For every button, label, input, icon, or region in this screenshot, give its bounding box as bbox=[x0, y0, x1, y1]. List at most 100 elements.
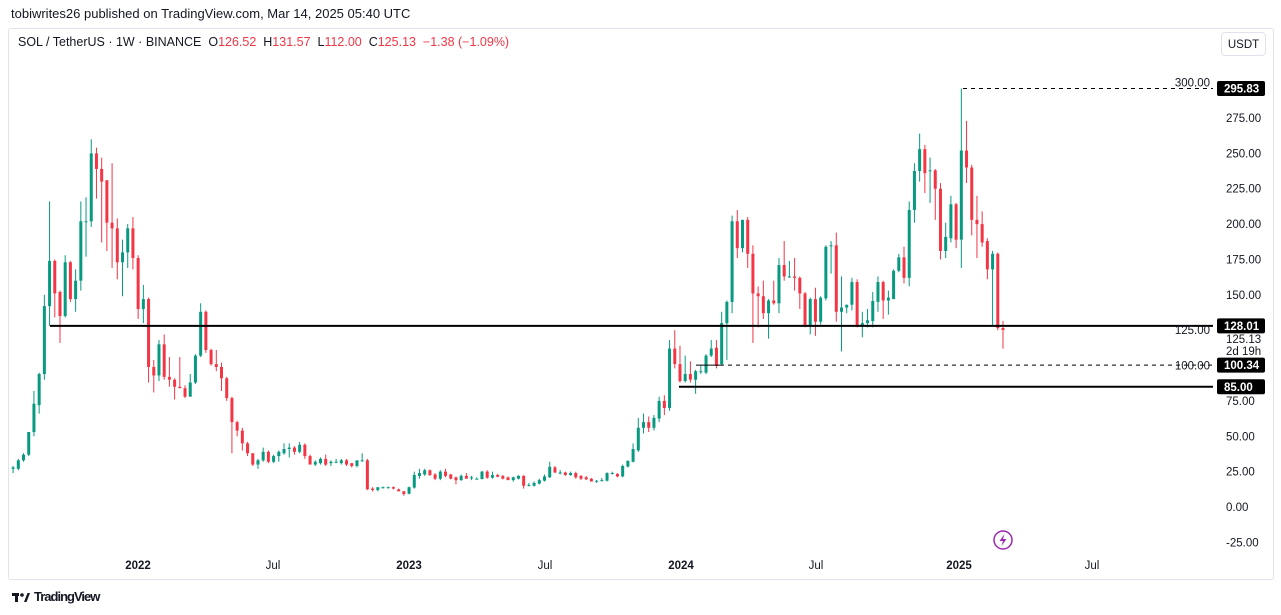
candle bbox=[32, 391, 36, 437]
candle-body bbox=[256, 460, 260, 465]
lightning-icon[interactable] bbox=[993, 530, 1013, 550]
candle bbox=[850, 277, 854, 311]
candle bbox=[704, 354, 708, 375]
y-tick-label: 225.00 bbox=[1226, 184, 1261, 196]
candle-body bbox=[407, 487, 411, 494]
candle bbox=[11, 465, 15, 474]
candle bbox=[897, 253, 901, 273]
candle bbox=[584, 475, 588, 481]
candle bbox=[412, 471, 416, 489]
candle bbox=[683, 355, 687, 383]
candle bbox=[433, 473, 437, 481]
candle bbox=[975, 195, 979, 259]
candle bbox=[173, 378, 177, 400]
candle bbox=[959, 88, 963, 268]
candle-body bbox=[334, 461, 338, 463]
candle-body bbox=[173, 379, 177, 387]
candle bbox=[428, 469, 432, 476]
candle bbox=[303, 443, 307, 459]
candle bbox=[949, 195, 953, 243]
candle-body bbox=[428, 470, 432, 476]
candle-body bbox=[115, 228, 119, 263]
currency-button[interactable]: USDT bbox=[1221, 32, 1266, 56]
candle-body bbox=[433, 474, 437, 479]
candle bbox=[980, 211, 984, 247]
candle-body bbox=[694, 371, 698, 380]
x-tick-label: Jul bbox=[266, 560, 281, 572]
candle bbox=[157, 340, 161, 382]
candle bbox=[188, 374, 192, 397]
candle-body bbox=[68, 262, 72, 300]
candle-body bbox=[339, 460, 343, 464]
candle-body bbox=[871, 301, 875, 321]
candle bbox=[746, 217, 750, 268]
candle bbox=[761, 280, 765, 319]
candle-body bbox=[761, 296, 765, 314]
candle-body bbox=[949, 204, 953, 239]
candle bbox=[938, 183, 942, 260]
candle-body bbox=[673, 348, 677, 365]
candle bbox=[183, 385, 187, 399]
candle-body bbox=[199, 311, 203, 356]
candle bbox=[928, 157, 932, 203]
candle bbox=[777, 258, 781, 314]
countdown-label: 2d 19h bbox=[1226, 346, 1261, 358]
candle bbox=[845, 304, 849, 314]
candle bbox=[725, 300, 729, 360]
candle-body bbox=[381, 487, 385, 489]
candle-body bbox=[402, 491, 406, 494]
candle-body bbox=[662, 400, 666, 408]
candle bbox=[558, 470, 562, 475]
candle bbox=[266, 450, 270, 464]
symbol-name[interactable]: SOL / TetherUS · 1W · BINANCE bbox=[18, 35, 202, 49]
candle bbox=[595, 480, 599, 483]
candle-body bbox=[610, 473, 614, 475]
candle-body bbox=[480, 471, 484, 479]
candle bbox=[819, 296, 823, 325]
candle-body bbox=[548, 466, 552, 478]
candle-body bbox=[688, 374, 692, 380]
candle-body bbox=[881, 282, 885, 301]
candle bbox=[251, 453, 255, 466]
candle-body bbox=[391, 487, 395, 489]
candle-body bbox=[584, 477, 588, 480]
candle bbox=[147, 297, 151, 383]
candle-body bbox=[714, 347, 718, 366]
candle-body bbox=[449, 474, 453, 479]
candle-body bbox=[251, 453, 255, 465]
chart-panel[interactable] bbox=[8, 28, 1274, 580]
candle bbox=[386, 486, 390, 489]
x-tick-label: 2024 bbox=[668, 560, 694, 572]
candle bbox=[220, 362, 223, 392]
candle bbox=[63, 255, 67, 318]
candle-body bbox=[923, 149, 927, 174]
candle-body bbox=[204, 311, 208, 350]
brand-name[interactable]: TradingView bbox=[34, 589, 100, 604]
candle bbox=[501, 475, 505, 480]
x-tick-label: Jul bbox=[538, 560, 553, 572]
candle bbox=[225, 376, 229, 401]
candle-body bbox=[417, 473, 421, 476]
candle-body bbox=[631, 449, 635, 462]
candle bbox=[240, 427, 244, 451]
candle-body bbox=[918, 149, 922, 172]
candle bbox=[230, 396, 234, 454]
candle-body bbox=[397, 489, 401, 492]
candle bbox=[334, 458, 338, 464]
candle-body bbox=[345, 460, 349, 465]
candle-body bbox=[220, 366, 223, 379]
candle-body bbox=[777, 265, 781, 304]
candle bbox=[767, 299, 771, 339]
candle-body bbox=[136, 258, 140, 309]
candle bbox=[600, 478, 604, 482]
candle-body bbox=[996, 253, 1000, 329]
candle bbox=[22, 453, 26, 462]
candle bbox=[339, 458, 343, 465]
candle-body bbox=[720, 323, 724, 365]
candle bbox=[100, 157, 104, 243]
candle bbox=[42, 294, 46, 380]
candle-body bbox=[813, 299, 817, 322]
symbol-legend: SOL / TetherUS · 1W · BINANCE O126.52 H1… bbox=[18, 35, 509, 49]
candle-body bbox=[157, 344, 161, 376]
